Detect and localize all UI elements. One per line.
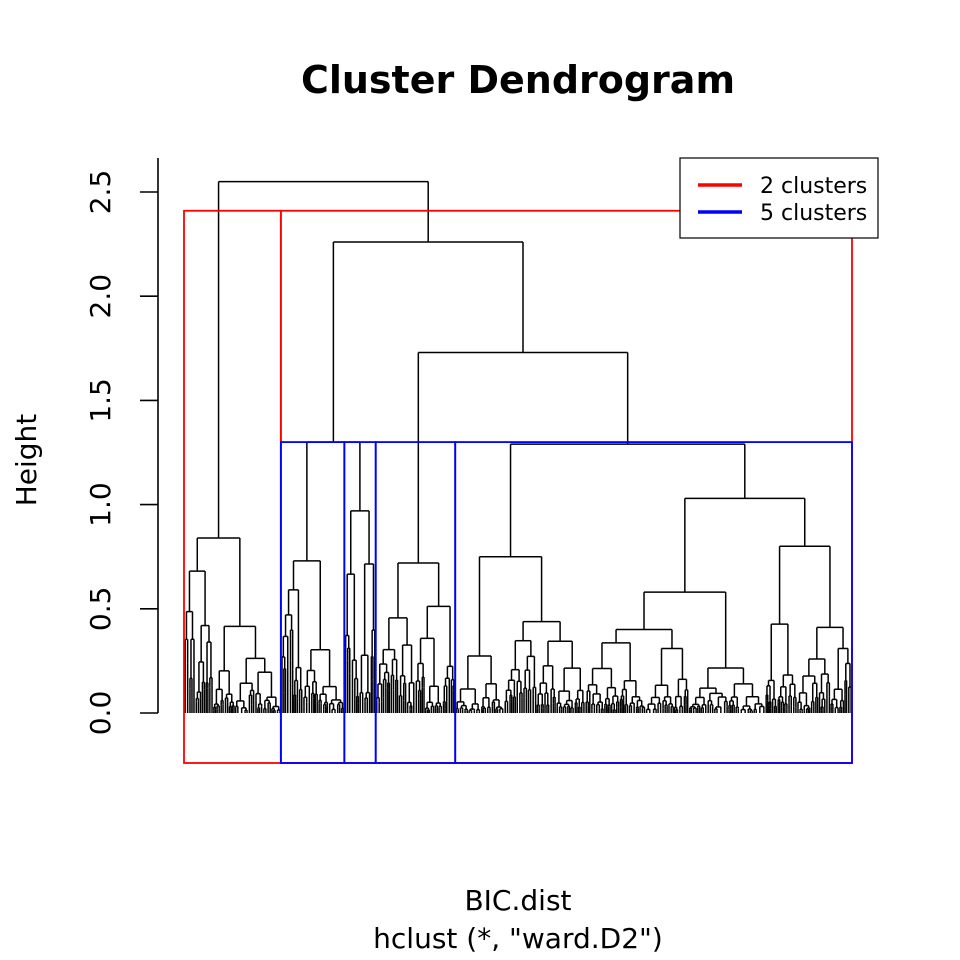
x-axis-subtitle: hclust (*, "ward.D2")	[373, 922, 663, 955]
y-axis: 0.0 0.5 1.0 1.5 2.0 2.5	[84, 158, 159, 736]
cluster-rectangle	[279, 441, 346, 764]
five-cluster-rectangles	[279, 441, 853, 764]
y-tick-label: 0.5	[84, 587, 117, 632]
legend: 2 clusters 5 clusters	[679, 157, 879, 239]
cluster-rectangle	[374, 441, 457, 764]
legend-label-2-clusters: 2 clusters	[760, 174, 867, 199]
x-axis-label: BIC.dist	[464, 884, 571, 917]
y-tick-label: 0.0	[84, 691, 117, 736]
legend-box	[679, 157, 879, 239]
legend-label-5-clusters: 5 clusters	[760, 201, 867, 226]
cluster-rectangle	[279, 209, 853, 764]
y-tick-label: 2.5	[84, 170, 117, 215]
y-tick-label: 1.0	[84, 482, 117, 527]
dendrogram-tree	[184, 180, 852, 713]
chart-title: Cluster Dendrogram	[301, 58, 735, 102]
y-tick-label: 1.5	[84, 378, 117, 423]
cluster-rectangle	[454, 441, 853, 764]
y-tick-label: 2.0	[84, 274, 117, 319]
y-axis-label: Height	[10, 414, 43, 507]
